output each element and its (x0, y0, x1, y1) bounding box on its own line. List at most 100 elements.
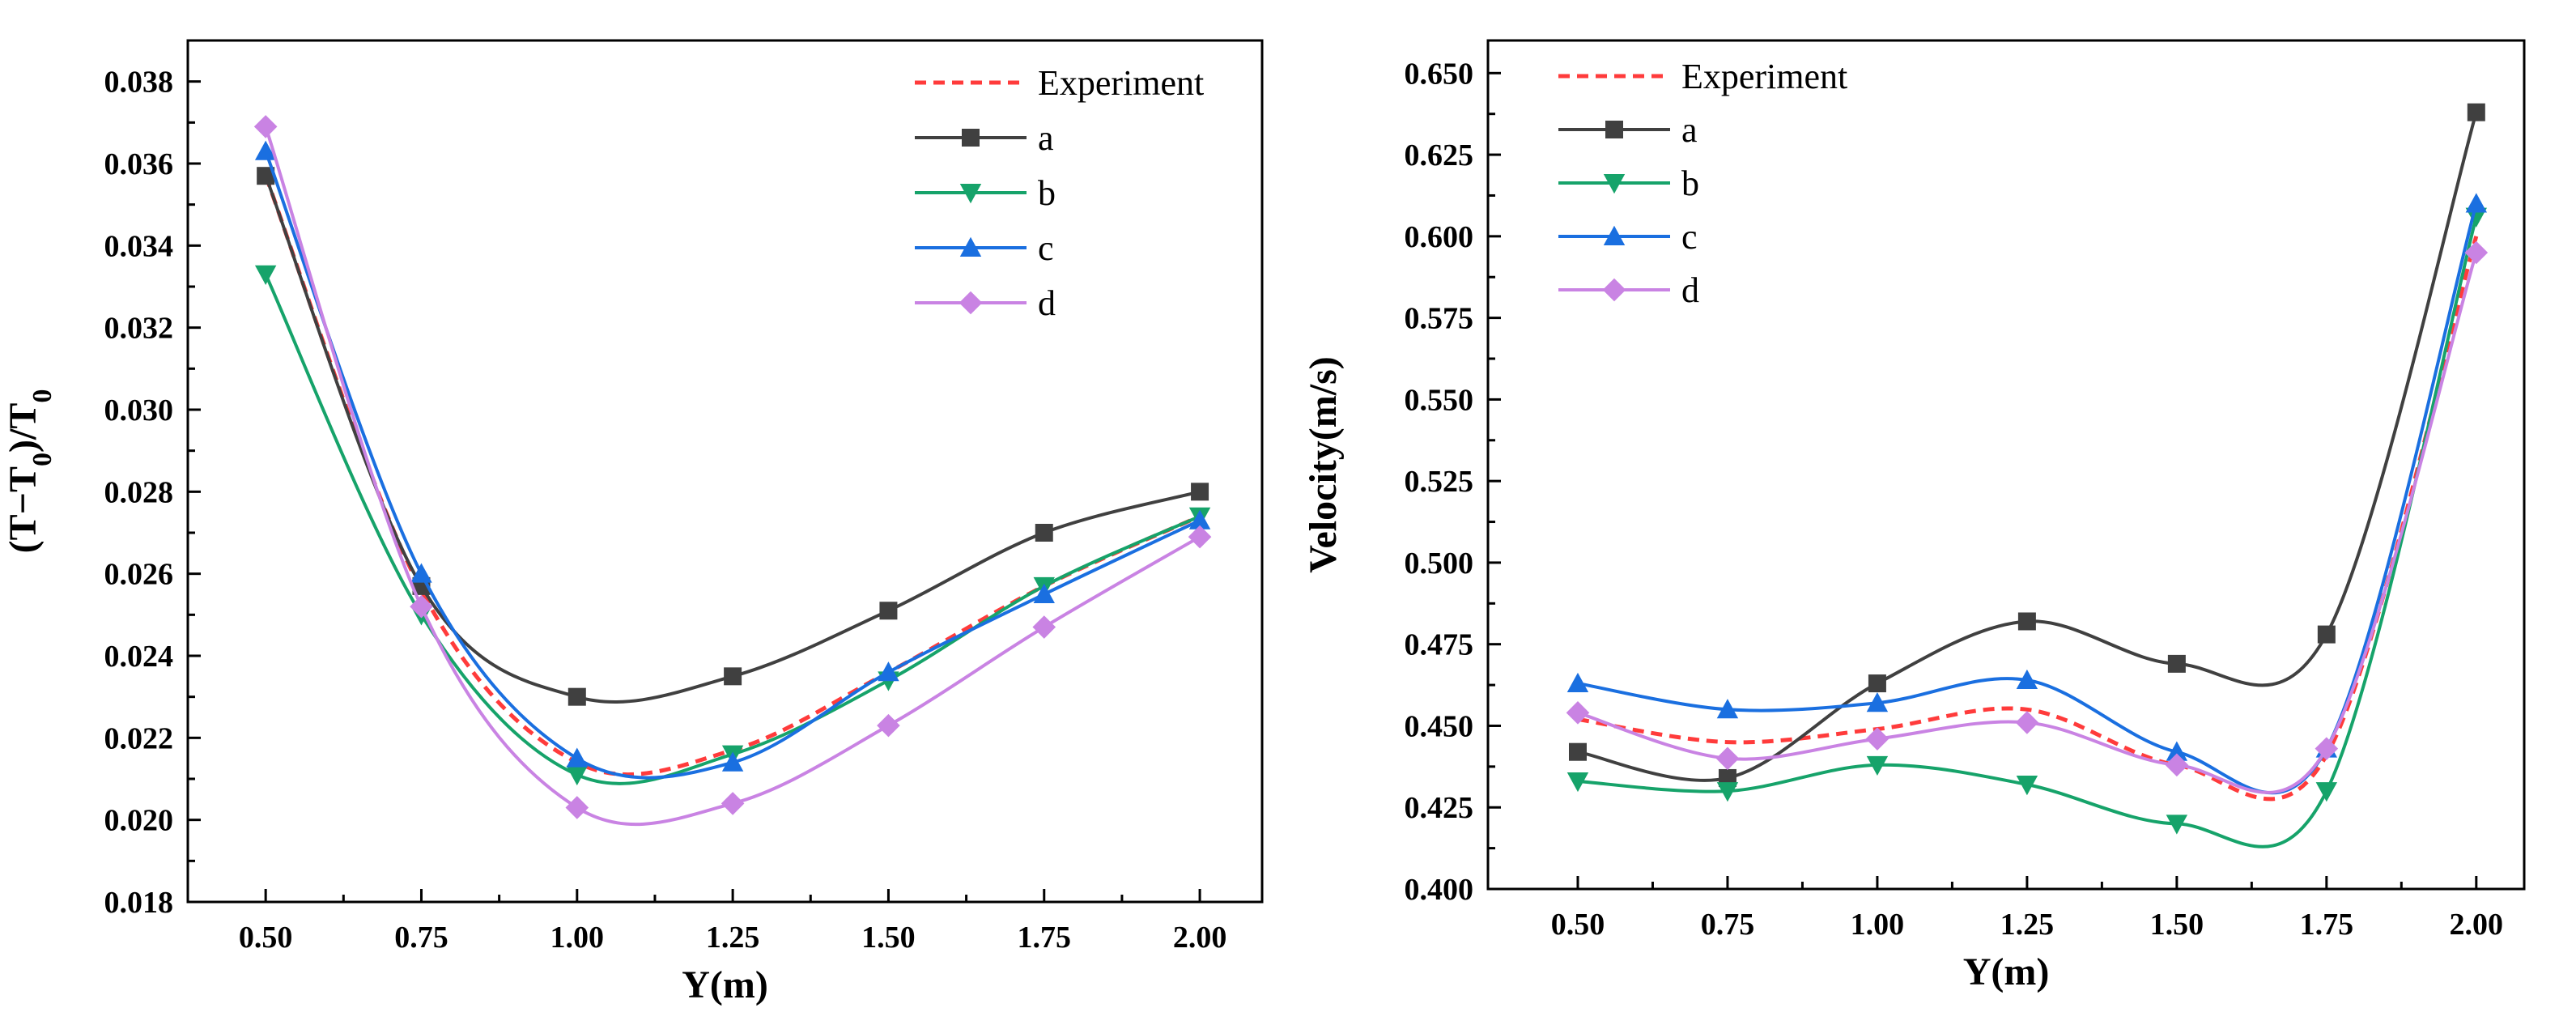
data-point-a (724, 667, 742, 686)
data-point-d (2315, 737, 2339, 760)
legend-marker-c (1603, 225, 1626, 245)
x-tick-label: 1.00 (1851, 908, 1905, 942)
data-point-a (879, 602, 898, 620)
legend-marker-b (959, 184, 982, 204)
data-point-d (877, 713, 900, 738)
data-point-a (1568, 742, 1587, 761)
legend-label-c: c (1038, 228, 1054, 268)
y-tick-label: 0.026 (104, 558, 174, 592)
series-d (253, 115, 1212, 827)
y-tick-label: 0.625 (1405, 138, 1474, 172)
series-c (254, 140, 1211, 780)
data-point-b (254, 265, 277, 285)
y-tick-label: 0.425 (1405, 791, 1474, 825)
y-tick-label: 0.022 (104, 721, 174, 755)
data-point-a (2167, 654, 2186, 673)
legend-label-experiment: Experiment (1038, 63, 1204, 103)
data-point-a (2467, 103, 2485, 121)
y-tick-label: 0.550 (1405, 383, 1474, 417)
plot-frame (186, 39, 1264, 904)
series-line-d (264, 125, 1201, 827)
series-a (1568, 103, 2485, 787)
legend-marker-a (1605, 121, 1623, 138)
data-point-d (1865, 727, 1889, 751)
y-tick-label: 0.018 (104, 886, 174, 920)
y-tick-label: 0.450 (1405, 709, 1474, 743)
data-point-c (254, 140, 277, 160)
y-tick-label: 0.400 (1405, 873, 1474, 907)
data-point-d (410, 594, 433, 619)
legend-label-a: a (1038, 118, 1054, 158)
legend-label-b: b (1038, 173, 1056, 213)
data-point-a (1868, 674, 1886, 693)
data-point-b (1566, 772, 1589, 793)
data-point-b (566, 765, 588, 786)
chart-1: 0.50 0.75 1.00 1.25 1.50 1.75 2.00 0.018 0.020 0.… (2, 39, 1264, 1006)
y-tick-label: 0.036 (104, 147, 174, 181)
data-point-d (2165, 753, 2189, 777)
series-line-c (1577, 203, 2478, 795)
legend-label-d: d (1681, 270, 1699, 310)
data-point-c (878, 661, 899, 682)
x-tick-label: 0.50 (1551, 908, 1605, 942)
y-tick-label: 0.032 (104, 312, 174, 346)
legend-marker-d (1602, 278, 1626, 302)
y-tick-label: 0.030 (104, 393, 174, 427)
y-axis-title: Velocity(m/s) (1302, 356, 1345, 573)
data-point-d (721, 792, 745, 815)
data-point-c (2166, 741, 2188, 761)
x-axis-title: Y(m) (1963, 951, 2050, 993)
x-tick-label: 1.25 (706, 921, 760, 955)
series-line-b (264, 273, 1201, 785)
data-point-b (2166, 814, 2188, 835)
legend-marker-a (962, 129, 980, 147)
plot-frame (1486, 39, 2526, 891)
data-point-d (1032, 615, 1056, 639)
data-point-a (1191, 483, 1209, 501)
series-line-c (264, 151, 1201, 780)
legend-marker-b (1603, 174, 1626, 194)
data-point-c (2465, 193, 2488, 213)
data-point-d (1715, 746, 1740, 771)
series-d (1566, 240, 2489, 794)
series-b (1566, 207, 2488, 848)
x-axis-title: Y(m) (682, 963, 768, 1006)
data-point-c (410, 563, 432, 583)
data-point-d (1188, 525, 1212, 549)
series-line-a (264, 175, 1201, 704)
x-tick-label: 0.75 (1701, 908, 1755, 942)
y-tick-label: 0.038 (104, 66, 174, 100)
data-point-d (2015, 711, 2039, 734)
y-tick-label: 0.034 (104, 229, 174, 263)
y-tick-label: 0.020 (104, 804, 174, 838)
series-line-b (1577, 216, 2478, 848)
data-point-c (566, 747, 588, 768)
series-c (1566, 193, 2488, 795)
y-tick-label: 0.525 (1405, 465, 1474, 499)
y-tick-label: 0.600 (1405, 220, 1474, 254)
data-point-b (1716, 782, 1739, 802)
legend-label-c: c (1681, 217, 1698, 257)
y-axis-title: (T−T0)/T0 (2, 389, 57, 554)
data-point-a (257, 167, 275, 185)
data-point-c (1866, 692, 1889, 712)
y-tick-label: 0.028 (104, 475, 174, 509)
legend-label-experiment: Experiment (1681, 57, 1847, 96)
data-point-b (2315, 782, 2338, 802)
data-point-c (721, 751, 744, 772)
legend-label-d: d (1038, 283, 1056, 323)
x-tick-label: 2.00 (1173, 921, 1227, 955)
x-tick-label: 1.75 (2300, 908, 2354, 942)
data-point-d (565, 796, 589, 819)
data-point-a (1035, 524, 1053, 542)
data-point-c (2016, 669, 2038, 690)
data-point-b (2016, 776, 2038, 796)
data-point-a (2317, 625, 2336, 644)
data-point-a (567, 687, 586, 706)
y-tick-label: 0.650 (1405, 57, 1474, 91)
chart-2: 0.50 0.75 1.00 1.25 1.50 1.75 2.00 0.400 0.425 0.… (1302, 39, 2526, 993)
series-a (257, 167, 1209, 706)
data-point-d (1566, 701, 1590, 725)
series-line-a (1577, 112, 2478, 782)
